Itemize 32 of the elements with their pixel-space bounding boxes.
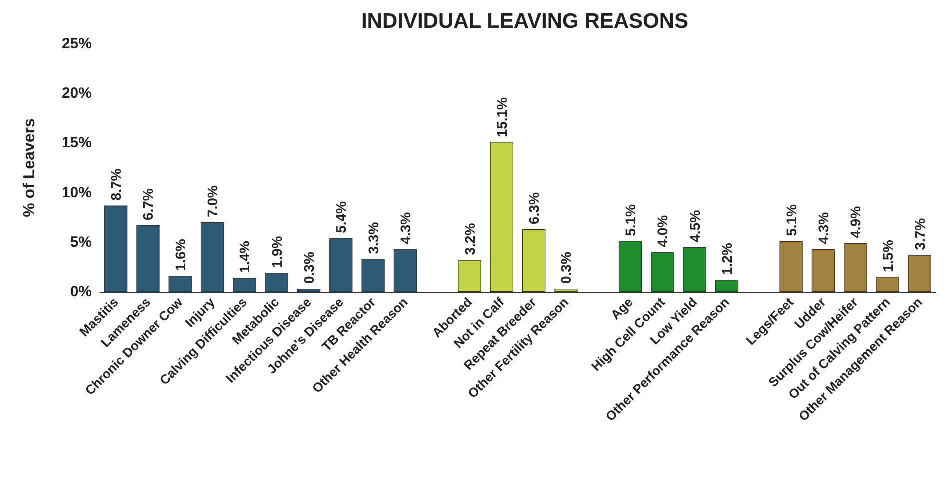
data-label: 6.7% <box>140 188 156 221</box>
data-label: 4.3% <box>815 212 832 244</box>
y-tick-label: 0% <box>70 284 92 300</box>
y-tick-label: 15% <box>62 134 92 152</box>
data-label: 4.3% <box>397 212 414 244</box>
chart-title: INDIVIDUAL LEAVING REASONS <box>361 10 689 33</box>
y-tick-label: 25% <box>62 36 92 52</box>
y-tick-label: 5% <box>70 234 92 251</box>
data-label: 1.4% <box>236 240 253 274</box>
data-label: 3.2% <box>462 222 478 256</box>
x-tick-label: Age <box>608 294 636 323</box>
data-label: 6.3% <box>526 192 542 225</box>
data-label: 1.9% <box>268 236 285 268</box>
data-label: 8.7% <box>108 168 124 201</box>
data-label: 5.1% <box>783 204 800 236</box>
data-label: 1.6% <box>172 238 188 272</box>
data-label: 4.0% <box>654 214 671 248</box>
y-tick-label: 10% <box>62 184 92 202</box>
y-tick-label: 20% <box>62 85 92 102</box>
data-label: 3.3% <box>365 222 382 254</box>
data-label: 4.5% <box>686 210 703 242</box>
data-label: 1.5% <box>880 240 896 272</box>
data-label: 3.7% <box>912 218 928 250</box>
data-label: 1.2% <box>719 242 735 276</box>
data-label: 5.1% <box>622 204 639 236</box>
data-label: 5.4% <box>333 200 350 234</box>
data-label: 0.3% <box>301 252 317 284</box>
y-axis-title: % of Leavers <box>22 118 38 218</box>
data-label: 7.0% <box>204 185 221 218</box>
data-label: 15.1% <box>494 96 510 138</box>
data-label: 4.9% <box>848 206 864 238</box>
data-label: 0.3% <box>558 252 574 284</box>
